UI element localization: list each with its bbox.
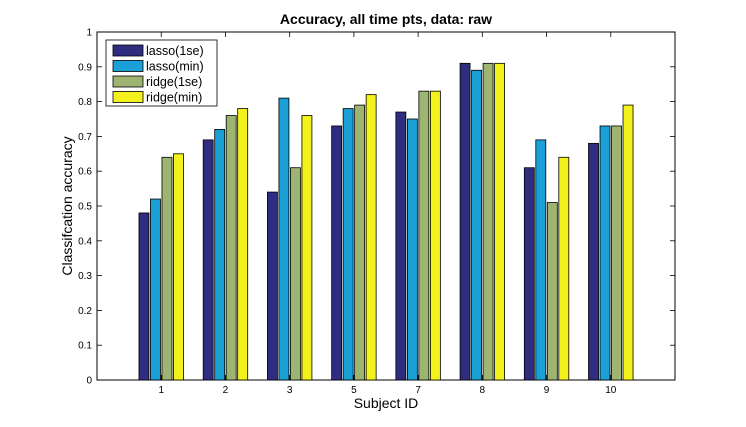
bar-ridge(1se)-subject-5 — [354, 104, 366, 381]
bar-ridge(min)-subject-5 — [365, 94, 377, 381]
bar-ridge(min)-subject-8 — [494, 62, 505, 381]
bar-ridge(1se)-subject-2 — [225, 115, 237, 381]
chart-title: Accuracy, all time pts, data: raw — [280, 11, 492, 27]
y-tick-label: 0.3 — [78, 271, 92, 282]
bar-ridge(min)-subject-7 — [429, 90, 441, 381]
bar-lasso(1se)-subject-3 — [267, 191, 278, 381]
y-tick-label: 0.6 — [78, 167, 92, 178]
legend-swatch — [112, 44, 144, 57]
bar-ridge(min)-subject-2 — [237, 108, 249, 381]
y-tick-label: 0.4 — [78, 236, 92, 247]
bar-ridge(1se)-subject-7 — [418, 90, 430, 381]
bar-lasso(1se)-subject-2 — [202, 139, 214, 381]
y-tick-label: 1 — [86, 28, 92, 39]
y-axis-ticks: 0 0.1 0.2 0.3 0.4 0.5 0.6 0.7 0.8 0.9 1 — [78, 28, 675, 387]
bar-lasso(1se)-subject-10 — [588, 142, 599, 381]
bar-ridge(min)-subject-3 — [301, 115, 313, 381]
y-tick-label: 0.7 — [78, 132, 92, 143]
bar-ridge(1se)-subject-1 — [161, 156, 173, 381]
bar-lasso(min)-subject-1 — [150, 198, 161, 381]
x-tick-label: 5 — [351, 385, 357, 396]
y-tick-label: 0.9 — [78, 62, 92, 73]
bar-ridge(1se)-subject-9 — [546, 202, 558, 381]
bar-ridge(min)-subject-1 — [173, 153, 184, 381]
bar-lasso(1se)-subject-1 — [138, 212, 150, 381]
x-tick-label: 2 — [223, 385, 229, 396]
x-tick-label: 1 — [158, 385, 164, 396]
x-tick-label: 3 — [287, 385, 293, 396]
y-tick-label: 0.5 — [78, 202, 92, 213]
bar-lasso(min)-subject-8 — [471, 69, 482, 381]
bar-lasso(1se)-subject-8 — [459, 62, 471, 381]
legend-swatch — [112, 60, 144, 72]
y-tick-label: 0 — [86, 376, 92, 387]
legend-label: lasso(min) — [146, 60, 204, 74]
y-axis-label: Classifcation accuracy — [59, 136, 75, 275]
x-tick-label: 9 — [544, 385, 550, 396]
bar-lasso(min)-subject-3 — [278, 97, 290, 381]
x-tick-label: 8 — [480, 385, 486, 396]
x-tick-label: 7 — [415, 385, 421, 396]
bar-ridge(min)-subject-10 — [622, 104, 634, 381]
y-tick-label: 0.2 — [78, 306, 92, 317]
bar-lasso(min)-subject-9 — [535, 139, 547, 381]
bar-ridge(min)-subject-9 — [558, 156, 570, 381]
bar-lasso(min)-subject-7 — [406, 118, 418, 381]
bar-lasso(min)-subject-10 — [599, 125, 611, 381]
bar-lasso(min)-subject-5 — [342, 108, 354, 381]
bar-lasso(1se)-subject-9 — [523, 167, 535, 381]
x-axis-ticks: 1 2 3 5 7 8 9 10 — [158, 32, 617, 396]
y-tick-label: 0.1 — [78, 341, 92, 352]
bar-ridge(1se)-subject-10 — [611, 125, 622, 381]
legend-label: ridge(1se) — [146, 75, 202, 89]
legend-label: lasso(1se) — [146, 44, 204, 58]
bar-ridge(1se)-subject-3 — [290, 167, 301, 381]
bar-ridge(1se)-subject-8 — [482, 62, 494, 381]
legend-swatch — [112, 75, 144, 88]
bar-lasso(1se)-subject-5 — [331, 125, 343, 381]
legend-label: ridge(min) — [146, 91, 202, 105]
bar-lasso(min)-subject-2 — [214, 129, 226, 381]
legend-swatch — [112, 91, 144, 103]
bars — [138, 62, 634, 381]
legend: lasso(1se) lasso(min)ridge(1se) ridge(min) — [105, 39, 218, 107]
x-tick-label: 10 — [605, 385, 617, 396]
y-tick-label: 0.8 — [78, 97, 92, 108]
x-axis-label: Subject ID — [354, 395, 419, 411]
bar-lasso(1se)-subject-7 — [395, 111, 407, 381]
